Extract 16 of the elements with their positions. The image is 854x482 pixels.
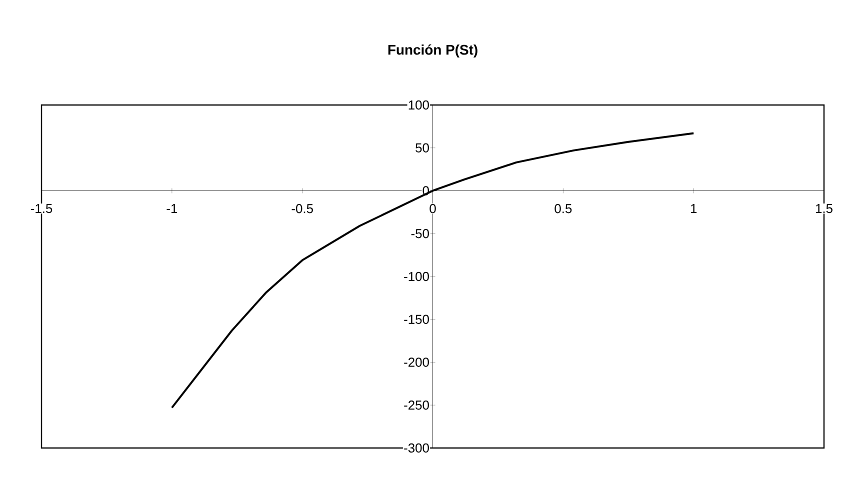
x-tick-label: -1 bbox=[166, 204, 178, 213]
y-tick-label: -100 bbox=[404, 272, 429, 282]
y-tick-label: -300 bbox=[404, 443, 429, 453]
x-tick-label: 1 bbox=[690, 204, 697, 213]
y-tick-label: -150 bbox=[404, 314, 429, 324]
y-tick-label: -250 bbox=[404, 400, 429, 410]
y-tick-label: 50 bbox=[416, 143, 429, 152]
x-tick-label: -0.5 bbox=[292, 204, 313, 214]
x-tick-label: 1.5 bbox=[816, 204, 832, 214]
y-tick-label: 100 bbox=[408, 100, 429, 110]
x-tick-label: 0 bbox=[430, 204, 436, 214]
chart-title: Función P(St) bbox=[388, 44, 478, 58]
x-tick-label: 0.5 bbox=[554, 204, 572, 214]
y-tick-label: -200 bbox=[404, 358, 429, 367]
y-tick-label: -50 bbox=[411, 229, 429, 238]
x-tick-label: -1.5 bbox=[30, 204, 52, 214]
